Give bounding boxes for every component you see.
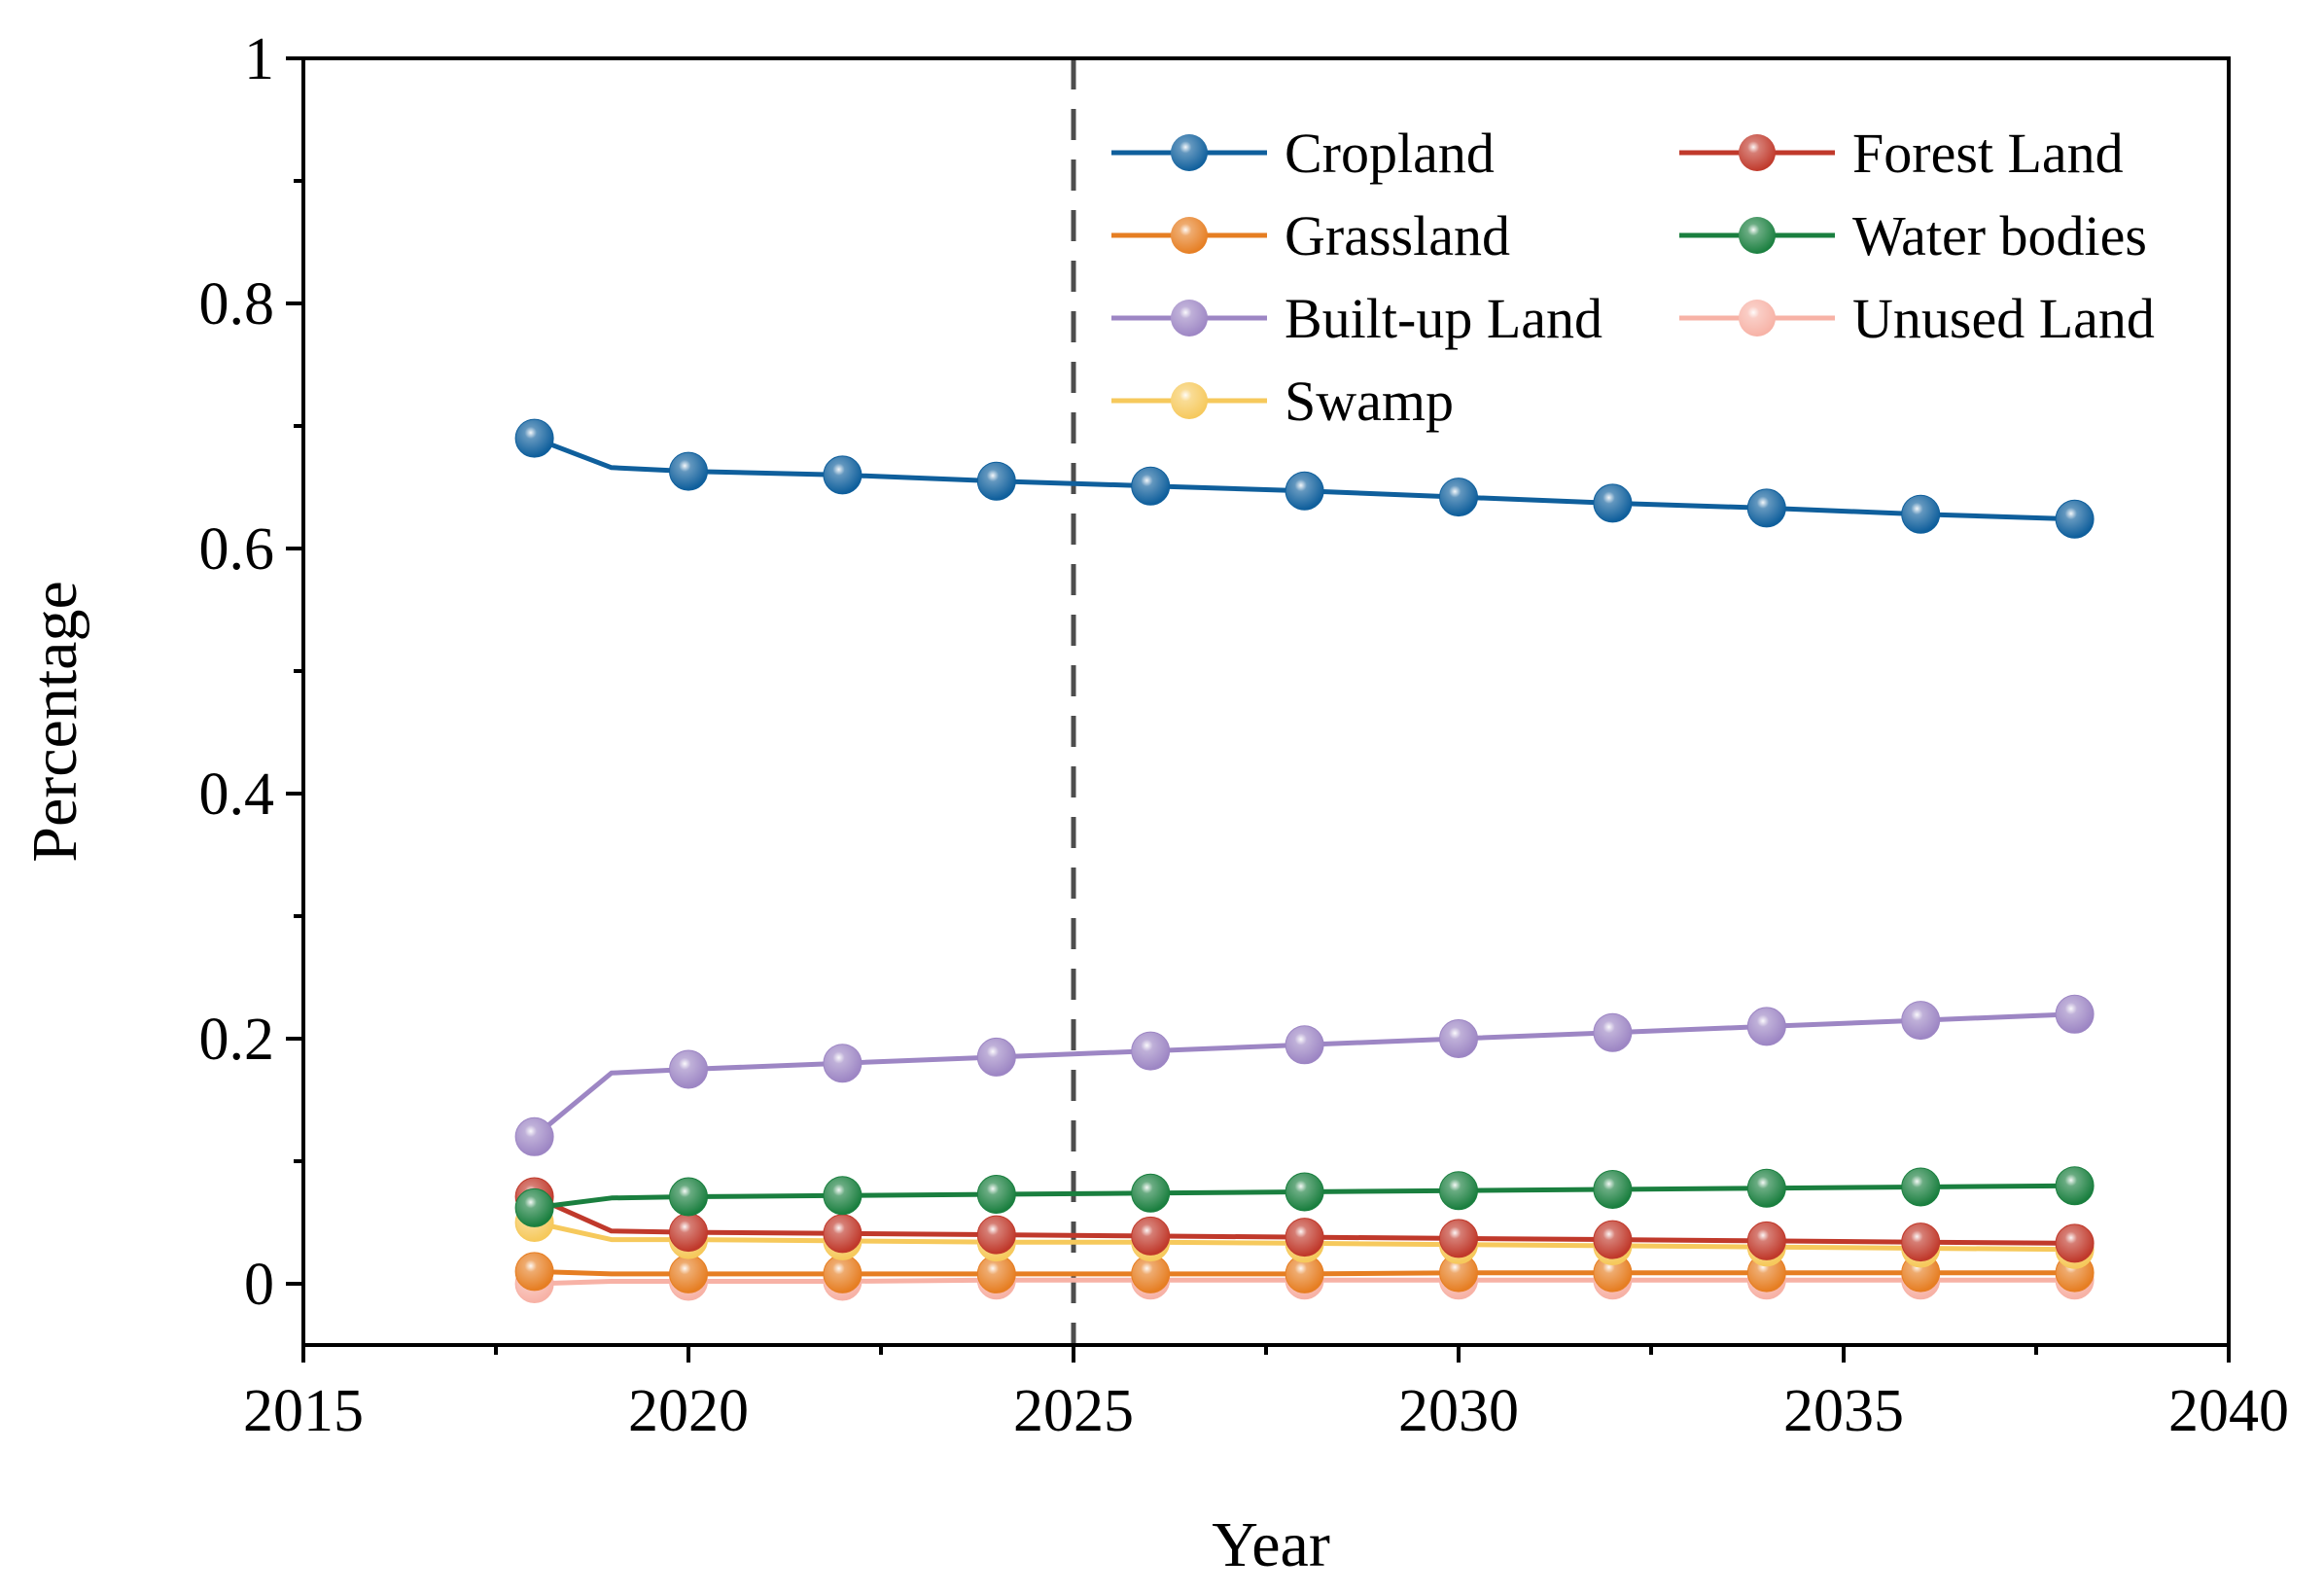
data-point-highlight <box>515 1117 553 1155</box>
y-tick-label: 1 <box>244 26 274 92</box>
data-point-highlight <box>1285 1173 1323 1211</box>
data-point-highlight <box>515 1253 553 1291</box>
legend-item-forest-land: Forest Land <box>1679 122 2124 185</box>
y-tick-label: 0.2 <box>199 1007 275 1073</box>
data-point-highlight <box>1747 1222 1785 1259</box>
legend-label: Cropland <box>1285 122 1495 185</box>
data-point-highlight <box>515 419 553 457</box>
data-point-highlight <box>977 1176 1015 1214</box>
data-point-highlight <box>824 1255 862 1293</box>
legend-item-swamp: Swamp <box>1111 370 1454 433</box>
x-axis-title: Year <box>1212 1509 1330 1580</box>
data-point-highlight <box>977 1216 1015 1254</box>
data-point-highlight <box>1440 1254 1477 1292</box>
data-point-highlight <box>1902 1168 1940 1206</box>
data-point-highlight <box>1594 1254 1632 1292</box>
y-axis-title: Percentage <box>19 581 90 863</box>
data-point-highlight <box>1440 478 1477 516</box>
legend-label: Grassland <box>1285 204 1510 267</box>
y-tick-label: 0.4 <box>199 762 275 828</box>
x-tick-label: 2020 <box>628 1378 749 1444</box>
series-built-up-land <box>514 994 2095 1156</box>
series-cropland <box>514 418 2095 539</box>
data-point-highlight <box>1440 1020 1477 1057</box>
data-point-highlight <box>1132 1032 1170 1070</box>
legend-item-cropland: Cropland <box>1111 122 1495 185</box>
y-tick-label: 0 <box>244 1252 274 1318</box>
data-point-highlight <box>1285 1026 1323 1064</box>
data-point-highlight <box>1594 1013 1632 1051</box>
x-tick-label: 2015 <box>243 1378 364 1444</box>
data-point-highlight <box>977 1038 1015 1076</box>
data-point-highlight <box>1132 1174 1170 1212</box>
data-point-highlight <box>1747 1169 1785 1207</box>
data-point-highlight <box>670 452 707 490</box>
data-point-highlight <box>1594 1221 1632 1258</box>
data-point-highlight <box>1902 1002 1940 1040</box>
data-point-highlight <box>670 1178 707 1216</box>
data-point-highlight <box>670 1050 707 1088</box>
data-point-highlight <box>1594 484 1632 522</box>
data-point-highlight <box>1440 1172 1477 1210</box>
legend-label: Built-up Land <box>1285 287 1602 350</box>
series-water-bodies <box>514 1166 2095 1227</box>
data-point-highlight <box>1747 489 1785 527</box>
data-point-highlight <box>1747 1008 1785 1045</box>
legend-marker-highlight <box>1171 300 1208 337</box>
data-point-highlight <box>1902 1223 1940 1261</box>
legend-label: Swamp <box>1285 370 1454 433</box>
data-point-highlight <box>1132 1217 1170 1255</box>
y-tick-label: 0.6 <box>199 516 275 583</box>
data-point-highlight <box>2056 1224 2094 1262</box>
data-point-highlight <box>824 1177 862 1215</box>
legend-marker-highlight <box>1739 300 1776 337</box>
legend-marker-highlight <box>1171 134 1208 171</box>
data-point-highlight <box>1594 1170 1632 1208</box>
legend-item-water-bodies: Water bodies <box>1679 204 2147 267</box>
x-tick-label: 2025 <box>1013 1378 1134 1444</box>
data-point-highlight <box>1285 1255 1323 1293</box>
data-point-highlight <box>1132 1255 1170 1293</box>
data-point-highlight <box>1285 472 1323 510</box>
data-point-highlight <box>1132 467 1170 505</box>
x-tick-label: 2040 <box>2168 1378 2289 1444</box>
x-tick-label: 2030 <box>1398 1378 1519 1444</box>
data-point-highlight <box>2056 500 2094 538</box>
data-point-highlight <box>1440 1220 1477 1257</box>
legend-item-grassland: Grassland <box>1111 204 1510 267</box>
data-point-highlight <box>977 1255 1015 1293</box>
legend-marker-highlight <box>1171 382 1208 419</box>
data-point-highlight <box>515 1188 553 1226</box>
data-point-highlight <box>824 1045 862 1082</box>
legend-item-unused-land: Unused Land <box>1679 287 2155 350</box>
legend-marker-highlight <box>1171 217 1208 254</box>
x-tick-label: 2035 <box>1783 1378 1904 1444</box>
data-point-highlight <box>1285 1219 1323 1257</box>
y-tick-label: 0.8 <box>199 271 275 337</box>
legend-marker-highlight <box>1739 134 1776 171</box>
data-point-highlight <box>824 1215 862 1253</box>
data-point-highlight <box>977 462 1015 500</box>
legend-label: Unused Land <box>1852 287 2155 350</box>
legend-label: Water bodies <box>1852 204 2147 267</box>
data-point-highlight <box>824 456 862 494</box>
legend-marker-highlight <box>1739 217 1776 254</box>
data-point-highlight <box>2056 995 2094 1033</box>
data-point-highlight <box>1902 495 1940 533</box>
legend-label: Forest Land <box>1852 122 2124 185</box>
legend-item-built-up-land: Built-up Land <box>1111 287 1602 350</box>
data-point-highlight <box>670 1214 707 1252</box>
data-point-highlight <box>670 1255 707 1293</box>
data-point-highlight <box>2056 1167 2094 1205</box>
